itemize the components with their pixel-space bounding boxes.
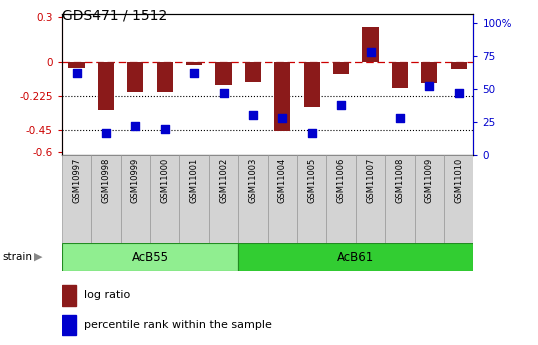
Point [366,49,375,55]
Bar [451,62,467,69]
Bar [98,62,114,110]
Bar [333,62,349,74]
Text: log ratio: log ratio [84,290,130,300]
Point [131,123,140,129]
Bar [392,62,408,88]
Bar [421,62,437,83]
Bar [327,155,356,243]
Bar [267,155,297,243]
Bar [385,155,415,243]
Text: GSM11005: GSM11005 [307,158,316,203]
Bar [180,155,209,243]
Bar [150,155,180,243]
Bar [303,62,320,107]
Text: GSM11006: GSM11006 [337,158,345,203]
Text: AcB55: AcB55 [132,250,168,264]
Bar [274,62,291,131]
Bar [238,243,473,271]
Text: AcB61: AcB61 [337,250,374,264]
Point [160,126,169,131]
Text: GSM11001: GSM11001 [190,158,199,203]
Point [249,113,257,118]
Bar [62,285,76,306]
Point [220,90,228,96]
Text: GSM11004: GSM11004 [278,158,287,203]
Bar [245,62,261,81]
Text: GSM10998: GSM10998 [102,158,110,203]
Bar [415,155,444,243]
Bar [68,62,84,68]
Point [425,83,434,89]
Text: GSM10999: GSM10999 [131,158,140,203]
Point [72,70,81,76]
Text: GSM11008: GSM11008 [395,158,405,203]
Text: GSM10997: GSM10997 [72,158,81,203]
Text: GSM11007: GSM11007 [366,158,375,203]
Text: percentile rank within the sample: percentile rank within the sample [84,319,272,329]
Bar [128,62,144,92]
Bar [209,155,238,243]
Bar [216,62,232,85]
Text: GSM11000: GSM11000 [160,158,169,203]
Point [190,70,199,76]
Bar [297,155,327,243]
Point [337,102,345,108]
Bar [238,155,268,243]
Text: GSM11003: GSM11003 [249,158,258,203]
Bar [62,315,76,335]
Bar [157,62,173,92]
Bar [363,27,379,62]
Point [102,130,110,136]
Text: GDS471 / 1512: GDS471 / 1512 [62,9,167,23]
Text: GSM11009: GSM11009 [425,158,434,203]
Bar [121,155,150,243]
Bar [444,155,473,243]
Bar [356,155,385,243]
Bar [62,155,91,243]
Point [395,115,404,121]
Text: strain: strain [3,252,33,262]
Point [278,115,287,121]
Bar [186,62,202,65]
Text: GSM11002: GSM11002 [219,158,228,203]
Bar [91,155,121,243]
Bar [62,243,238,271]
Text: GSM11010: GSM11010 [454,158,463,203]
Point [455,90,463,96]
Text: ▶: ▶ [34,252,43,262]
Point [307,130,316,136]
